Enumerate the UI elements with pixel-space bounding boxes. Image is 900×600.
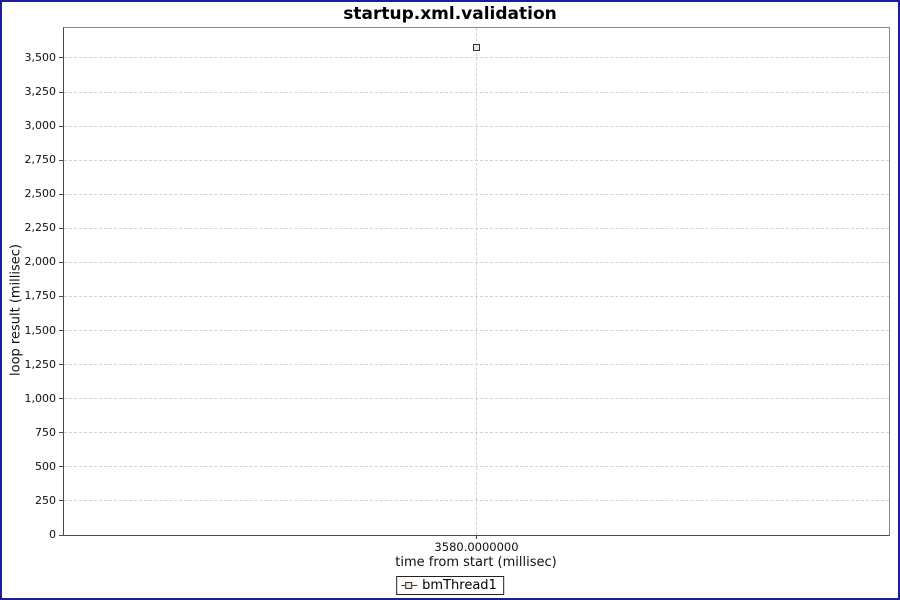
y-tick-mark bbox=[59, 466, 63, 468]
legend-marker-icon bbox=[405, 582, 413, 589]
vertical-gridline bbox=[476, 28, 477, 535]
y-tick-label: 750 bbox=[35, 425, 56, 439]
y-tick-label: 1,000 bbox=[24, 391, 57, 405]
y-tick-label: 2,000 bbox=[24, 255, 57, 269]
y-tick-mark bbox=[59, 364, 63, 366]
y-tick-mark bbox=[59, 398, 63, 400]
y-tick-label: 3,000 bbox=[24, 119, 57, 133]
y-tick-label: 0 bbox=[49, 528, 56, 541]
y-tick-label: 1,750 bbox=[24, 289, 57, 303]
y-tick-label: 3,250 bbox=[24, 85, 57, 99]
y-tick-label: 2,250 bbox=[24, 221, 57, 235]
data-point-marker bbox=[473, 43, 480, 51]
y-tick-label: 500 bbox=[35, 459, 56, 473]
y-tick-mark bbox=[59, 91, 63, 93]
x-tick-label: 3580.0000000 bbox=[434, 540, 519, 554]
y-tick-label: 2,750 bbox=[24, 153, 57, 167]
y-tick-label: 2,500 bbox=[24, 187, 57, 201]
y-tick-mark bbox=[59, 432, 63, 434]
y-tick-label: 3,500 bbox=[24, 50, 57, 64]
chart-title: startup.xml.validation bbox=[343, 4, 557, 24]
plot-area bbox=[63, 27, 890, 536]
legend-series-label: bmThread1 bbox=[422, 578, 497, 593]
y-tick-label: 1,250 bbox=[24, 357, 57, 371]
legend: bmThread1 bbox=[396, 576, 504, 595]
y-tick-mark bbox=[59, 159, 63, 161]
y-tick-mark bbox=[59, 227, 63, 229]
y-tick-label: 1,500 bbox=[24, 323, 57, 337]
y-tick-label: 250 bbox=[35, 493, 56, 507]
y-tick-mark bbox=[59, 193, 63, 195]
y-tick-mark bbox=[59, 261, 63, 263]
y-tick-mark bbox=[59, 500, 63, 502]
y-tick-mark bbox=[59, 125, 63, 127]
x-tick-mark bbox=[476, 536, 477, 539]
x-axis-label: time from start (millisec) bbox=[395, 555, 557, 570]
y-tick-mark bbox=[59, 295, 63, 297]
y-tick-mark bbox=[59, 330, 63, 332]
y-tick-mark bbox=[59, 57, 63, 59]
y-tick-mark bbox=[59, 534, 63, 536]
series-marker-icon bbox=[401, 581, 418, 590]
